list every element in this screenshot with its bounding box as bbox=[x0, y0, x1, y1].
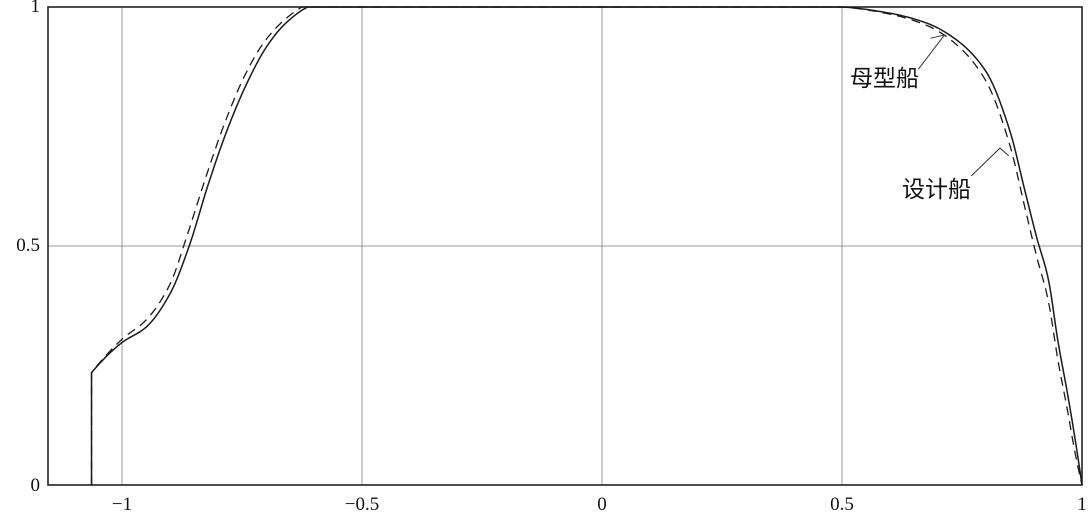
svg-text:0: 0 bbox=[597, 494, 607, 515]
svg-text:0: 0 bbox=[31, 475, 41, 496]
svg-text:−1: −1 bbox=[112, 494, 132, 515]
svg-text:−0.5: −0.5 bbox=[345, 494, 379, 515]
svg-text:1: 1 bbox=[31, 0, 41, 17]
svg-text:0.5: 0.5 bbox=[830, 494, 854, 515]
svg-text:0.5: 0.5 bbox=[16, 235, 40, 256]
svg-text:设计船: 设计船 bbox=[902, 176, 971, 202]
svg-text:母型船: 母型船 bbox=[850, 65, 919, 91]
svg-text:1: 1 bbox=[1077, 494, 1087, 515]
